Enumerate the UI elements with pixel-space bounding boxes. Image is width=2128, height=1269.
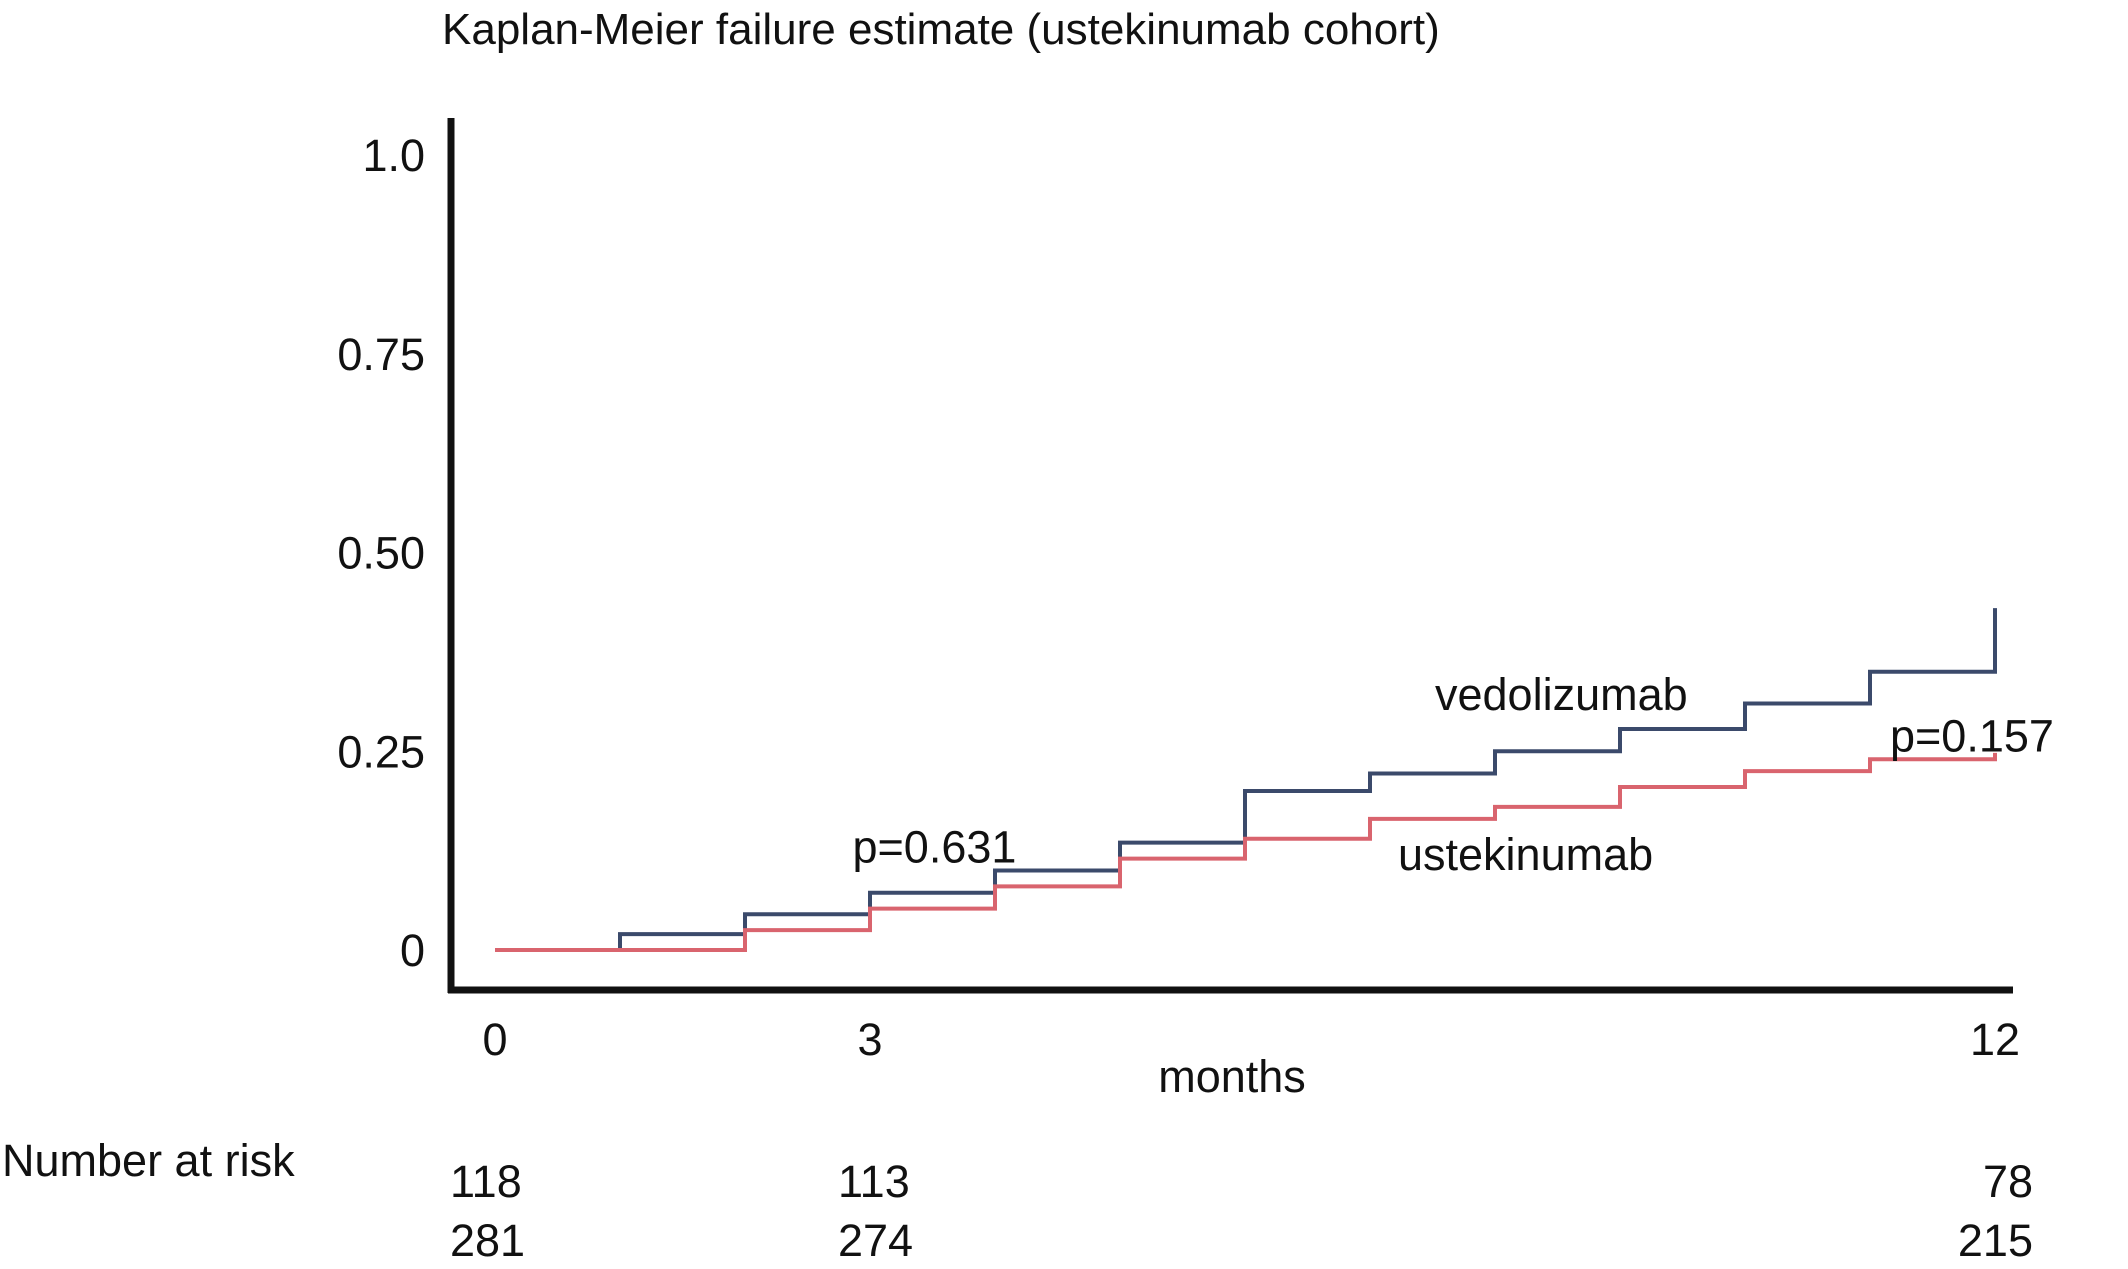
series-line-vedolizumab: [495, 608, 1997, 952]
p-value-annotation: p=0.157: [1890, 710, 2054, 761]
y-tick-label: 0.75: [337, 329, 425, 380]
number-at-risk-value: 113: [838, 1156, 910, 1207]
number-at-risk-value: 274: [838, 1215, 913, 1266]
y-axis-ticks: 0 0.25 0.50 0.75 1.0: [337, 130, 425, 976]
series-label-ustekinumab: ustekinumab: [1398, 829, 1653, 880]
number-at-risk-value: 118: [450, 1156, 522, 1207]
series-label-vedolizumab: vedolizumab: [1435, 669, 1688, 720]
annotations: p=0.631 p=0.157: [853, 710, 2054, 872]
chart-title: Kaplan-Meier failure estimate (ustekinum…: [442, 5, 1440, 54]
p-value-annotation: p=0.631: [853, 822, 1017, 873]
x-axis-ticks: 0 3 12: [482, 1014, 2020, 1065]
y-tick-label: 0: [400, 925, 425, 976]
number-at-risk-value: 78: [1983, 1156, 2033, 1207]
y-tick-label: 0.50: [337, 528, 425, 579]
number-at-risk-value: 281: [450, 1215, 525, 1266]
series-labels: vedolizumab ustekinumab: [1398, 669, 1688, 880]
x-tick-label: 3: [857, 1014, 882, 1065]
series-layer: [495, 608, 1997, 952]
y-tick-label: 1.0: [362, 130, 425, 181]
series-line-ustekinumab: [495, 752, 1997, 952]
number-at-risk-label: Number at risk: [2, 1135, 295, 1186]
number-at-risk-value: 215: [1958, 1215, 2033, 1266]
x-axis-label: months: [1158, 1051, 1306, 1102]
number-at-risk-table: 118 113 78 281 274 215: [450, 1156, 2033, 1266]
x-tick-label: 0: [482, 1014, 507, 1065]
y-tick-label: 0.25: [337, 726, 425, 777]
x-tick-label: 12: [1970, 1014, 2020, 1065]
